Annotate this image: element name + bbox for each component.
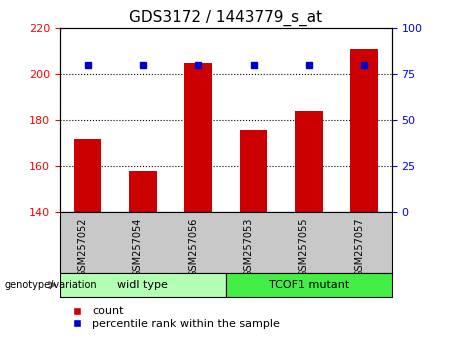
Text: GSM257057: GSM257057: [354, 217, 364, 277]
Text: GSM257052: GSM257052: [77, 217, 88, 277]
Legend: count, percentile rank within the sample: count, percentile rank within the sample: [65, 307, 280, 329]
Bar: [240, 130, 267, 212]
Text: genotype/variation: genotype/variation: [5, 280, 97, 290]
Text: TCOF1 mutant: TCOF1 mutant: [269, 280, 349, 290]
Bar: [129, 171, 157, 212]
Text: GSM257053: GSM257053: [243, 217, 254, 276]
Bar: [295, 111, 323, 212]
Bar: [350, 49, 378, 212]
Text: widl type: widl type: [118, 280, 168, 290]
Text: GSM257055: GSM257055: [299, 217, 309, 277]
Title: GDS3172 / 1443779_s_at: GDS3172 / 1443779_s_at: [130, 9, 322, 25]
Bar: [60, 273, 226, 297]
Bar: [226, 273, 392, 297]
Text: GSM257054: GSM257054: [133, 217, 143, 276]
Text: GSM257056: GSM257056: [188, 217, 198, 276]
Bar: [184, 63, 212, 212]
Bar: [74, 139, 101, 212]
